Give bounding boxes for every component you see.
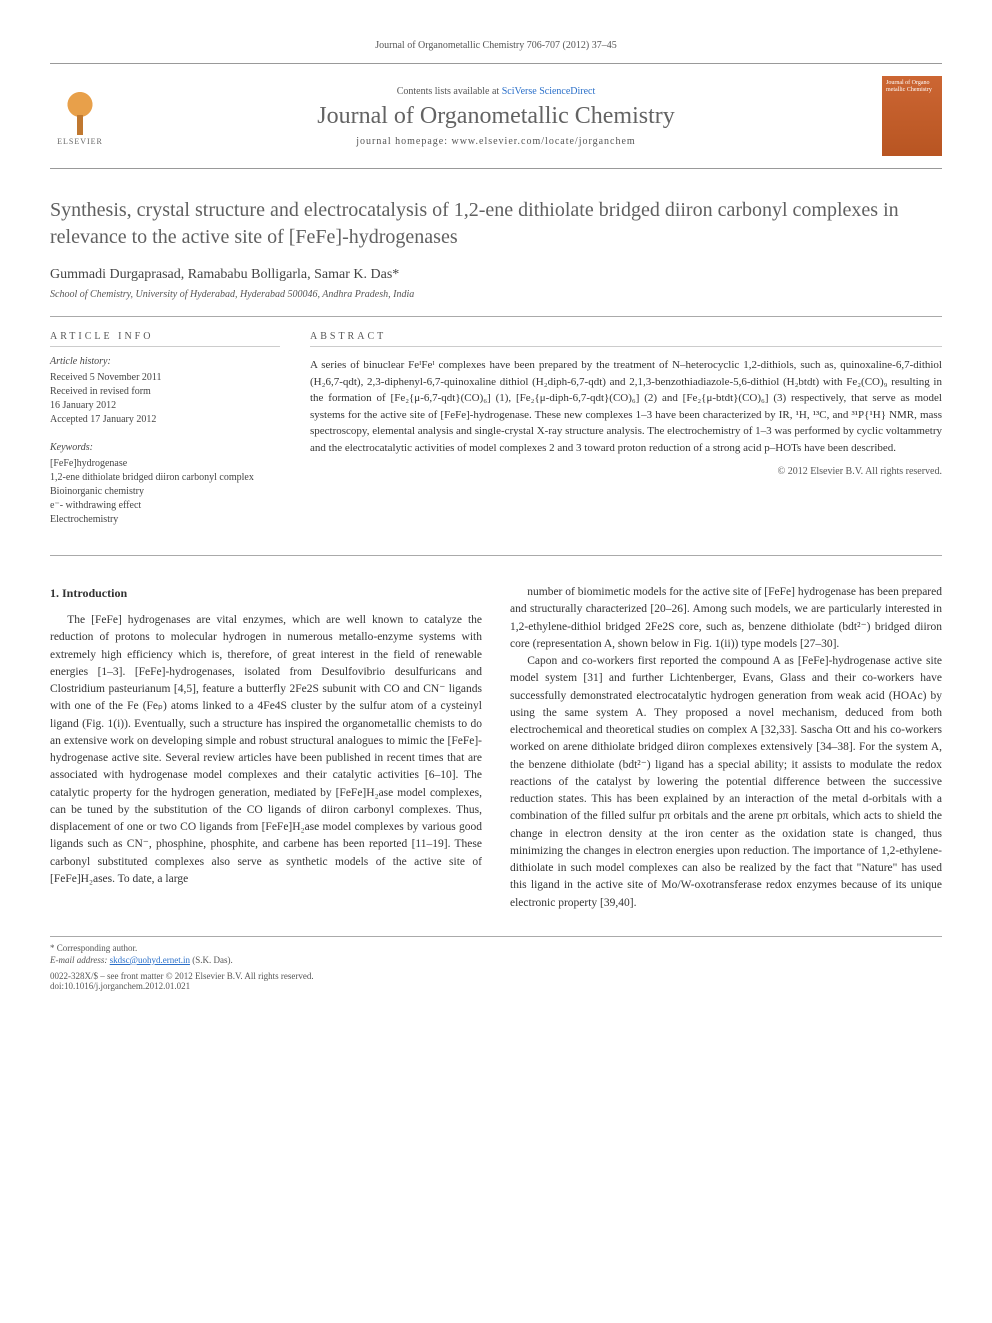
article-info-heading: ARTICLE INFO: [50, 331, 280, 347]
intro-paragraph-1: The [FeFe] hydrogenases are vital enzyme…: [50, 612, 482, 888]
elsevier-label: ELSEVIER: [57, 137, 103, 146]
contents-available-line: Contents lists available at SciVerse Sci…: [126, 86, 866, 97]
article-info-column: ARTICLE INFO Article history: Received 5…: [50, 331, 280, 541]
keywords-text: [FeFe]hydrogenase 1,2-ene dithiolate bri…: [50, 457, 280, 527]
email-label: E-mail address:: [50, 955, 110, 965]
keywords-block: Keywords: [FeFe]hydrogenase 1,2-ene dith…: [50, 441, 280, 527]
issn-line: 0022-328X/$ – see front matter © 2012 El…: [50, 971, 314, 981]
history-label: Article history:: [50, 355, 280, 369]
abstract-heading: ABSTRACT: [310, 331, 942, 347]
article-title: Synthesis, crystal structure and electro…: [50, 197, 942, 251]
history-text: Received 5 November 2011 Received in rev…: [50, 371, 280, 427]
keywords-label: Keywords:: [50, 441, 280, 455]
body-col-left: 1. Introduction The [FeFe] hydrogenases …: [50, 584, 482, 912]
affiliation: School of Chemistry, University of Hyder…: [50, 289, 942, 300]
email-line: E-mail address: skdsc@uohyd.ernet.in (S.…: [50, 955, 942, 965]
issn-doi-block: 0022-328X/$ – see front matter © 2012 El…: [50, 971, 314, 991]
journal-homepage-line: journal homepage: www.elsevier.com/locat…: [126, 136, 866, 147]
doi-line: doi:10.1016/j.jorganchem.2012.01.021: [50, 981, 314, 991]
abstract-text: A series of binuclear FeᴵFeᴵ complexes h…: [310, 357, 942, 456]
sciencedirect-link[interactable]: SciVerse ScienceDirect: [502, 86, 596, 97]
contents-prefix: Contents lists available at: [397, 86, 502, 97]
elsevier-logo: ELSEVIER: [50, 81, 110, 151]
elsevier-tree-icon: [55, 87, 105, 137]
author-list: Gummadi Durgaprasad, Ramababu Bolligarla…: [50, 267, 942, 283]
email-link[interactable]: skdsc@uohyd.ernet.in: [110, 955, 190, 965]
body-col-right: number of biomimetic models for the acti…: [510, 584, 942, 912]
running-head-citation: Journal of Organometallic Chemistry 706-…: [50, 40, 942, 51]
abstract-column: ABSTRACT A series of binuclear FeᴵFeᴵ co…: [310, 331, 942, 541]
homepage-url: www.elsevier.com/locate/jorganchem: [451, 136, 635, 147]
info-abstract-row: ARTICLE INFO Article history: Received 5…: [50, 316, 942, 556]
email-suffix: (S.K. Das).: [190, 955, 233, 965]
homepage-prefix: journal homepage:: [356, 136, 451, 147]
section-1-heading: 1. Introduction: [50, 584, 482, 602]
journal-cover-thumbnail: Journal of Organo metallic Chemistry: [882, 76, 942, 156]
body-columns: 1. Introduction The [FeFe] hydrogenases …: [50, 584, 942, 912]
article-history-block: Article history: Received 5 November 201…: [50, 355, 280, 427]
abstract-copyright: © 2012 Elsevier B.V. All rights reserved…: [310, 466, 942, 477]
page-footer: * Corresponding author. E-mail address: …: [50, 936, 942, 991]
header-center: Contents lists available at SciVerse Sci…: [126, 86, 866, 147]
journal-header: ELSEVIER Contents lists available at Sci…: [50, 63, 942, 169]
intro-paragraph-2: Capon and co-workers first reported the …: [510, 653, 942, 912]
footer-copyright-row: 0022-328X/$ – see front matter © 2012 El…: [50, 971, 942, 991]
corresponding-author: * Corresponding author.: [50, 943, 942, 953]
intro-paragraph-1-cont: number of biomimetic models for the acti…: [510, 584, 942, 653]
journal-name: Journal of Organometallic Chemistry: [126, 103, 866, 130]
